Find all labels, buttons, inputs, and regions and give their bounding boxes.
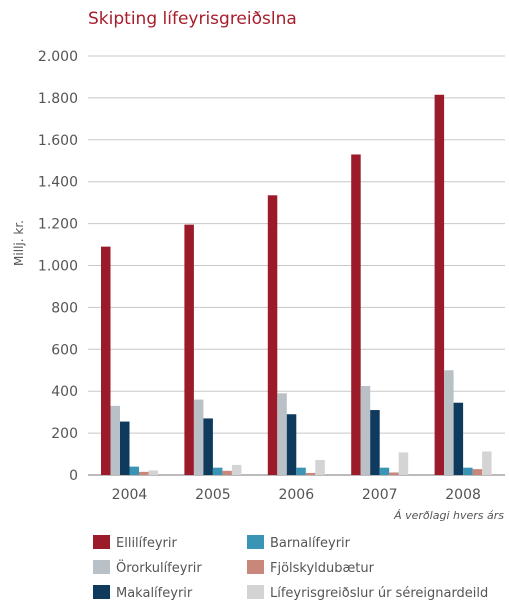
bar bbox=[351, 154, 361, 475]
y-tick-label: 600 bbox=[51, 342, 78, 358]
bar bbox=[305, 472, 316, 475]
y-tick-label: 1.400 bbox=[38, 175, 78, 191]
bar bbox=[110, 405, 120, 475]
bar bbox=[231, 464, 242, 475]
x-tick-label: 2004 bbox=[112, 487, 148, 503]
x-axis-ticks: 2004 2005 2006 2007 2008 bbox=[112, 487, 481, 503]
bar bbox=[296, 467, 306, 475]
bar bbox=[212, 467, 223, 475]
legend-label: Örorkulífeyrir bbox=[116, 559, 202, 576]
bar bbox=[444, 370, 454, 475]
bar bbox=[482, 451, 492, 475]
legend-swatch bbox=[93, 585, 110, 599]
y-tick-label: 1.200 bbox=[38, 217, 78, 233]
bar bbox=[267, 195, 278, 475]
bar bbox=[370, 410, 380, 475]
bar bbox=[389, 472, 399, 475]
legend-swatch bbox=[247, 585, 264, 599]
bar bbox=[101, 246, 111, 475]
legend: Ellilífeyrir Barnalífeyrir Örorkulífeyrir F… bbox=[93, 535, 488, 601]
price-level-note: Á verðlagi hvers árs bbox=[393, 509, 504, 522]
bar bbox=[398, 452, 409, 475]
bar bbox=[434, 94, 445, 475]
y-tick-label: 800 bbox=[51, 300, 78, 316]
y-tick-label: 1.600 bbox=[38, 133, 78, 149]
y-tick-label: 1.800 bbox=[38, 91, 78, 107]
bar bbox=[472, 469, 483, 475]
bar bbox=[379, 467, 390, 475]
bar bbox=[453, 402, 464, 475]
legend-swatch bbox=[247, 535, 264, 549]
legend-swatch bbox=[93, 535, 110, 549]
x-tick-label: 2008 bbox=[445, 487, 481, 503]
y-axis-ticks: 0 200 400 600 800 1.000 1.200 1.400 1.600 1.800 2.… bbox=[38, 49, 78, 484]
x-tick-label: 2006 bbox=[278, 487, 314, 503]
y-tick-label: 2.000 bbox=[38, 49, 78, 65]
bar bbox=[139, 471, 149, 475]
bar bbox=[463, 467, 473, 475]
bar bbox=[120, 421, 130, 475]
legend-label: Ellilífeyrir bbox=[116, 536, 177, 551]
bar bbox=[184, 224, 194, 475]
bar bbox=[222, 470, 232, 475]
bar bbox=[315, 459, 325, 475]
legend-swatch bbox=[93, 560, 110, 574]
y-tick-label: 1.000 bbox=[38, 259, 78, 275]
bars bbox=[101, 94, 492, 475]
bar bbox=[129, 466, 139, 475]
x-tick-label: 2007 bbox=[362, 487, 398, 503]
bar bbox=[277, 393, 287, 475]
y-tick-label: 0 bbox=[69, 468, 78, 484]
legend-label: Lífeyrisgreiðslur úr séreignardeild bbox=[270, 586, 488, 601]
bar bbox=[148, 470, 158, 475]
legend-label: Barnalífeyrir bbox=[270, 536, 351, 551]
legend-label: Fjölskyldubætur bbox=[270, 561, 375, 576]
bar bbox=[203, 418, 213, 475]
legend-label: Makalífeyrir bbox=[116, 586, 193, 601]
legend-swatch bbox=[247, 560, 264, 574]
bar bbox=[286, 414, 297, 475]
y-axis-label: Millj. kr. bbox=[12, 220, 26, 266]
y-tick-label: 200 bbox=[51, 426, 78, 442]
x-tick-label: 2005 bbox=[195, 487, 231, 503]
bar bbox=[360, 385, 371, 475]
bar bbox=[193, 399, 204, 475]
y-tick-label: 400 bbox=[51, 384, 78, 400]
chart-title: Skipting lífeyrisgreiðslna bbox=[88, 9, 297, 29]
